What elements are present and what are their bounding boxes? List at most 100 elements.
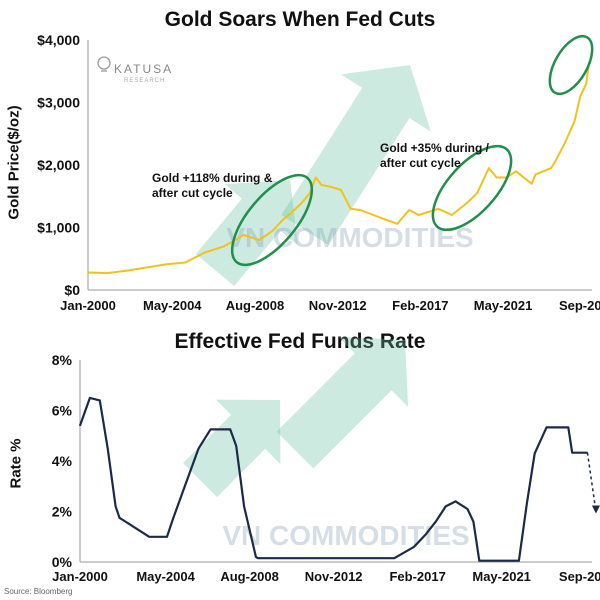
fed-data-point <box>445 505 447 508</box>
fed-projection-arrowhead <box>591 505 600 514</box>
fed-data-point <box>393 557 395 559</box>
gold-watermark-arrow-1-shape <box>281 65 431 246</box>
gold-data-point <box>184 261 186 264</box>
gold-data-point <box>379 216 381 219</box>
fed-data-point <box>148 536 150 538</box>
gold-data-point <box>350 208 352 210</box>
gold-data-point <box>496 176 498 179</box>
fed-x-tick-label: Sep-2025 <box>559 569 600 584</box>
gold-x-tick-label: Feb-2017 <box>392 298 448 313</box>
fed-x-tick-label: Nov-2012 <box>305 569 363 584</box>
fed-y-tick-label: 2% <box>52 504 73 520</box>
gold-x-tick-label: Sep-2025 <box>559 298 600 313</box>
fed-data-point <box>435 521 437 523</box>
fed-data-point <box>79 425 81 427</box>
fed-data-point <box>89 397 91 399</box>
gold-data-point <box>301 201 303 204</box>
source-note: Source: Bloomberg <box>4 587 73 596</box>
gold-chart-title: Gold Soars When Fed Cuts <box>164 8 436 31</box>
gold-data-point <box>320 184 323 186</box>
gold-data-point <box>340 189 342 191</box>
gold-y-tick-label: $3,000 <box>37 95 80 111</box>
fed-watermark-arrow-1 <box>276 336 409 469</box>
fed-data-point <box>518 560 520 562</box>
fed-data-point <box>526 503 528 505</box>
gold-data-point <box>550 167 552 169</box>
gold-data-point <box>585 83 587 85</box>
annotation-gold-35: Gold +35% during / after cut cycle <box>380 141 490 170</box>
gold-x-tick-label: Nov-2012 <box>309 298 367 313</box>
fed-data-point <box>257 557 259 559</box>
fed-watermark-arrow-0-shape <box>183 399 281 497</box>
gold-data-point <box>396 223 399 225</box>
fed-data-point <box>107 447 109 449</box>
gold-data-point <box>359 209 362 211</box>
fed-data-point <box>136 528 138 530</box>
fed-data-point <box>413 546 415 548</box>
gold-chart: VN COMMODITIES $0 $1,000 $2,000 $3,000 $4,000… <box>37 32 600 313</box>
fed-series-line <box>78 396 588 562</box>
fed-data-point <box>229 428 231 431</box>
fed-data-point <box>184 485 186 487</box>
fed-chart-title: Effective Fed Funds Rate <box>174 330 426 353</box>
gold-data-point <box>564 142 566 144</box>
gold-highlight-2008 <box>230 173 314 267</box>
gold-data-point <box>476 192 478 194</box>
logo-sub: RESEARCH <box>124 78 165 84</box>
gold-data-point <box>418 214 420 216</box>
gold-y-tick-label: $1,000 <box>37 220 80 236</box>
gold-data-point <box>272 230 274 232</box>
fed-data-point <box>425 533 427 535</box>
gold-data-point <box>165 263 167 265</box>
fed-y-tick-label: 4% <box>52 453 73 469</box>
fed-data-point <box>478 560 480 562</box>
gold-highlight-2025 <box>548 34 594 96</box>
gold-data-point <box>573 120 576 122</box>
fed-y-tick-label: 0% <box>52 554 73 570</box>
gold-data-point <box>554 161 556 163</box>
gold-data-point <box>534 173 537 175</box>
gold-data-point <box>515 170 517 172</box>
fed-x-tick-label: Jan-2000 <box>52 569 108 584</box>
gold-data-point <box>291 211 293 213</box>
gold-x-tick-label: May-2004 <box>143 298 202 313</box>
fed-projection-line <box>586 452 597 512</box>
gold-x-tick-label: Aug-2008 <box>226 298 285 313</box>
gold-data-point <box>281 219 284 221</box>
gold-watermark-text: VN COMMODITIES <box>226 222 473 253</box>
gold-data-point <box>126 270 128 272</box>
gold-data-point <box>330 186 332 188</box>
fed-data-point <box>209 428 212 431</box>
fed-data-point <box>255 556 257 558</box>
fed-data-point <box>114 505 117 508</box>
gold-data-point <box>408 209 410 211</box>
fed-x-tick-label: May-2021 <box>472 569 531 584</box>
fed-x-tick-label: Feb-2017 <box>389 569 445 584</box>
fed-data-point <box>454 500 457 502</box>
gold-data-point <box>531 183 533 185</box>
gold-data-point <box>106 272 109 274</box>
fed-data-point <box>235 445 237 447</box>
fed-data-point <box>466 508 469 510</box>
gold-data-point <box>243 234 245 236</box>
gold-data-point <box>258 239 260 241</box>
gold-data-point <box>579 95 581 97</box>
gold-data-point <box>488 167 490 169</box>
gold-series-line <box>87 61 591 275</box>
fed-x-tick-label: Aug-2008 <box>220 569 279 584</box>
gold-y-tick-label: $4,000 <box>37 32 80 48</box>
fed-data-point <box>472 521 474 523</box>
fed-watermark-arrow-1-shape <box>276 336 409 469</box>
gold-x-tick-label: May-2021 <box>474 298 533 313</box>
gold-data-point <box>145 266 147 269</box>
fed-y-tick-label: 6% <box>52 403 73 419</box>
gold-watermark-arrow-1 <box>281 65 431 246</box>
gold-data-point <box>437 208 439 210</box>
annotation-gold-118: Gold +118% during & after cut cycle <box>152 171 273 200</box>
fed-watermark-text: VN COMMODITIES <box>222 520 469 551</box>
fed-x-tick-label: May-2004 <box>136 569 195 584</box>
gold-highlight-2020 <box>431 144 513 232</box>
fed-data-point <box>243 505 245 508</box>
gold-y-tick-label: $2,000 <box>37 157 80 173</box>
gold-watermark-arrow-0-shape <box>195 179 298 287</box>
